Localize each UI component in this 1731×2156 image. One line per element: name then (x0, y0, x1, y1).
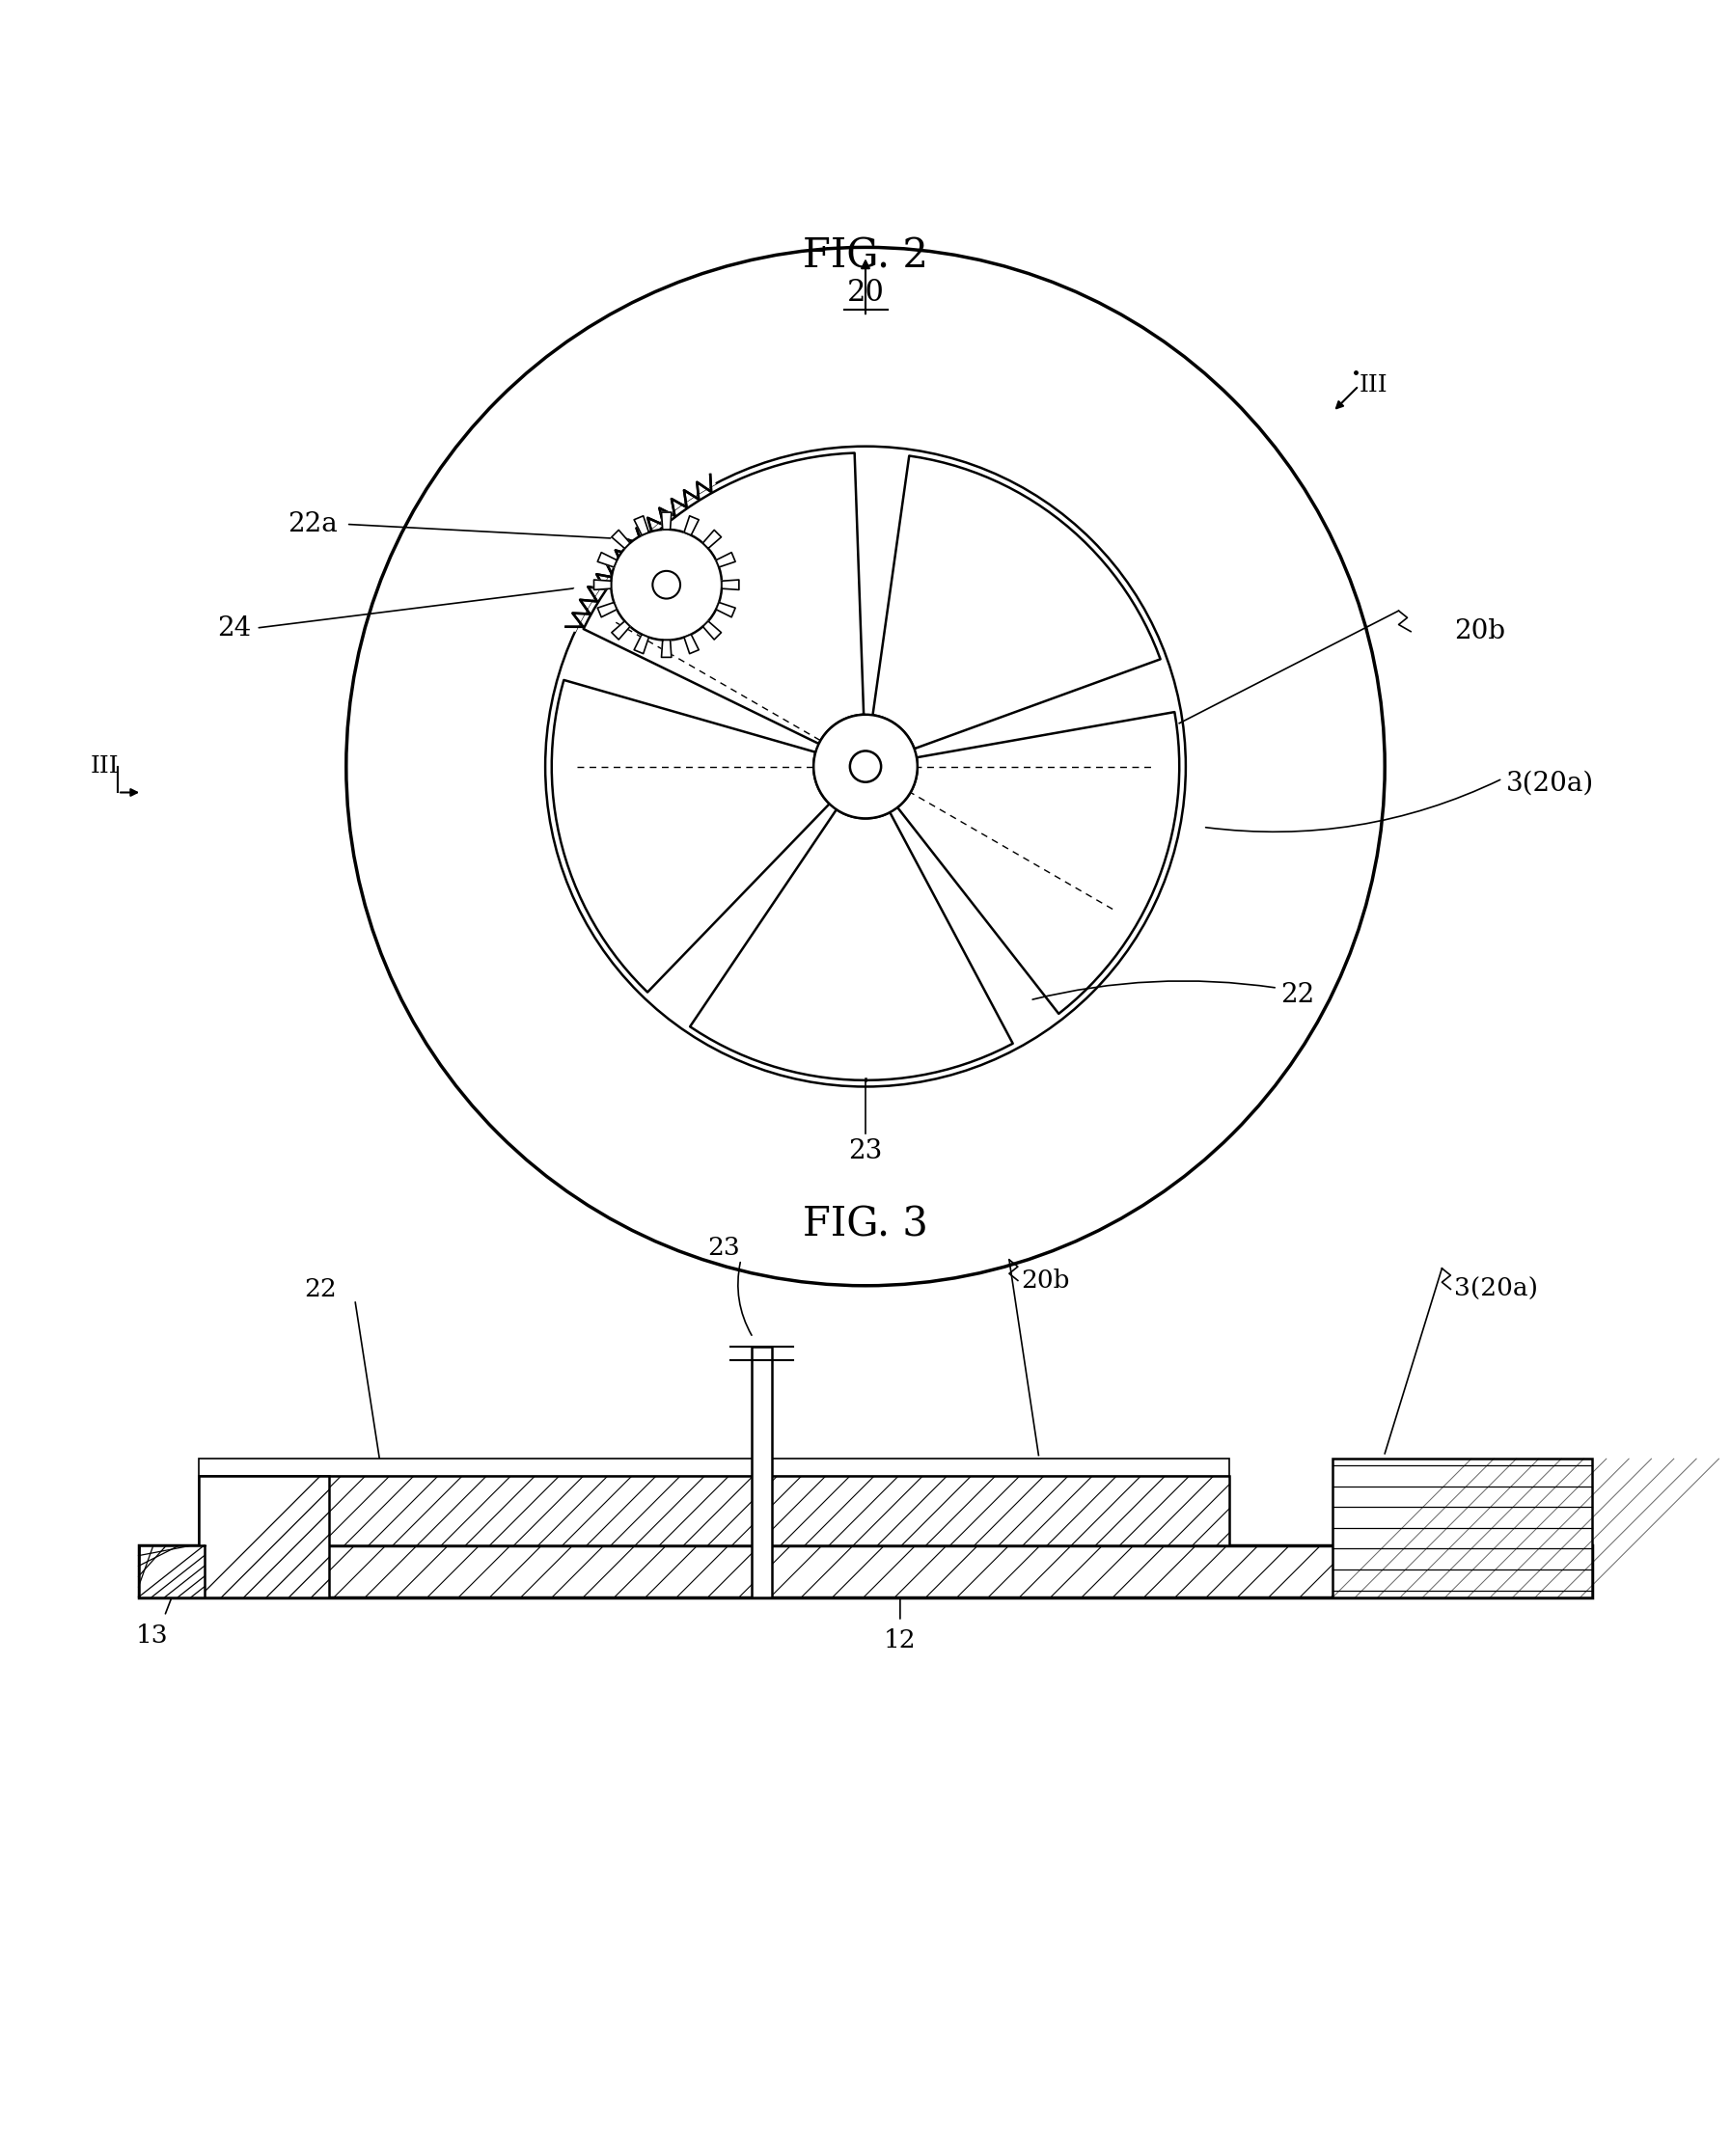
Circle shape (850, 750, 881, 783)
Polygon shape (583, 453, 864, 744)
Bar (199, 1477, 329, 1598)
Bar (199, 1460, 1229, 1477)
Polygon shape (594, 580, 611, 591)
Text: 22: 22 (1281, 981, 1316, 1009)
Polygon shape (556, 466, 715, 632)
Polygon shape (691, 808, 1013, 1080)
Polygon shape (634, 515, 649, 535)
Text: 22: 22 (305, 1276, 336, 1302)
Polygon shape (684, 515, 699, 535)
Text: 3(20a): 3(20a) (1454, 1276, 1537, 1302)
Polygon shape (722, 580, 739, 591)
Text: 20b: 20b (1454, 619, 1506, 645)
Polygon shape (684, 634, 699, 653)
Polygon shape (717, 602, 736, 617)
Polygon shape (661, 640, 672, 658)
Text: III: III (90, 755, 119, 778)
Polygon shape (611, 530, 630, 548)
Bar (1333, 1460, 1593, 1598)
Text: 3(20a): 3(20a) (1506, 772, 1594, 798)
Polygon shape (897, 711, 1179, 1013)
Circle shape (653, 571, 680, 599)
Polygon shape (552, 679, 829, 992)
Circle shape (814, 714, 917, 819)
Polygon shape (872, 455, 1160, 748)
Polygon shape (597, 552, 616, 567)
Polygon shape (703, 621, 722, 640)
Polygon shape (611, 621, 630, 640)
Bar (751, 1345, 772, 1598)
Text: 23: 23 (848, 1138, 883, 1164)
Polygon shape (138, 1546, 204, 1598)
Bar (199, 1477, 1229, 1546)
Circle shape (611, 530, 722, 640)
Text: 20b: 20b (1021, 1268, 1070, 1294)
Text: 24: 24 (216, 614, 251, 640)
Polygon shape (717, 552, 736, 567)
Text: 20: 20 (846, 278, 885, 308)
Text: 22a: 22a (287, 511, 338, 537)
Polygon shape (703, 530, 722, 548)
Text: FIG. 2: FIG. 2 (803, 235, 928, 276)
Polygon shape (661, 513, 672, 530)
Polygon shape (634, 634, 649, 653)
Text: III: III (1359, 375, 1388, 397)
Text: 13: 13 (137, 1623, 168, 1647)
Text: FIG. 3: FIG. 3 (803, 1205, 928, 1246)
Polygon shape (597, 602, 616, 617)
Bar (138, 1546, 1593, 1598)
Text: 23: 23 (708, 1235, 739, 1259)
Text: 12: 12 (885, 1628, 916, 1651)
